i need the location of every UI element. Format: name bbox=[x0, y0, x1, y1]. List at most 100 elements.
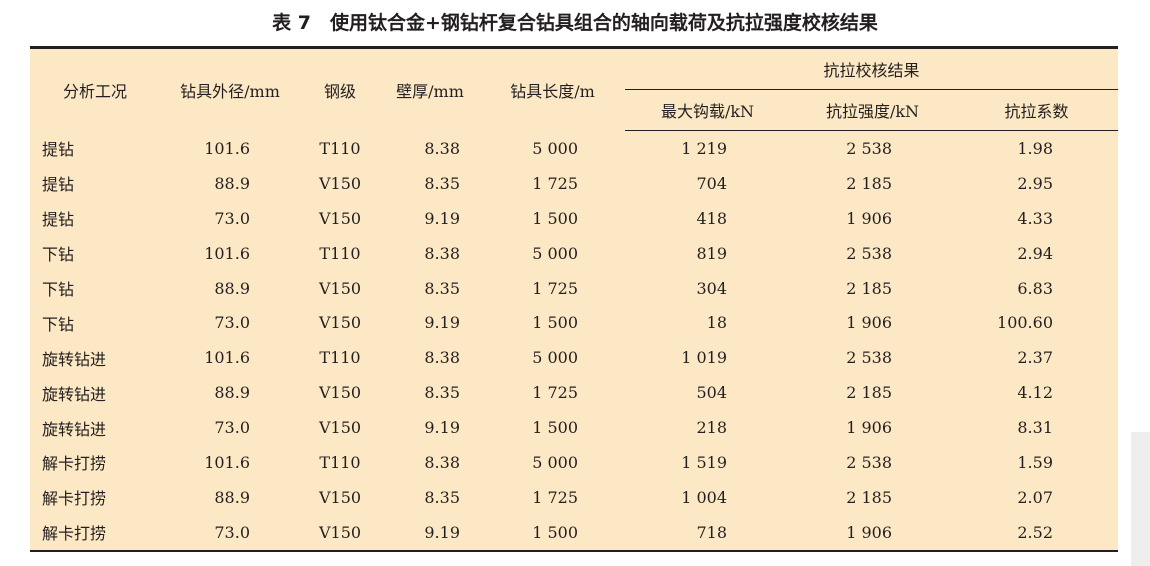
cell-strength: 1 906 bbox=[790, 514, 955, 552]
cell-wall: 8.38 bbox=[424, 452, 460, 472]
cell-wall: 8.38 bbox=[424, 138, 460, 158]
cell-hook: 504 bbox=[696, 383, 727, 403]
cell-case: 下钻 bbox=[42, 245, 75, 265]
cell-factor: 2.95 bbox=[1017, 173, 1053, 193]
cell-factor: 2.94 bbox=[1017, 243, 1053, 263]
cell-wall: 8.35 bbox=[424, 278, 460, 298]
cell-od: 88.9 bbox=[214, 383, 250, 403]
table-row: 下钻 73.0 V150 9.19 1 500 18 1 906 100.60 bbox=[30, 305, 1118, 340]
header-od: 钻具外径/mm bbox=[160, 46, 300, 131]
cell-wall: 9.19 bbox=[424, 208, 460, 228]
cell-length: 1 725 bbox=[532, 278, 578, 298]
cell-length: 5 000 bbox=[532, 348, 578, 368]
cell-hook: 718 bbox=[625, 514, 790, 552]
cell-grade: T110 bbox=[319, 138, 361, 158]
cell-od: 73.0 bbox=[214, 313, 250, 333]
cell-od: 101.6 bbox=[204, 138, 250, 158]
cell-wall: 9.19 bbox=[424, 313, 460, 333]
cell-hook: 819 bbox=[696, 243, 727, 263]
cell-case: 提钻 bbox=[42, 140, 75, 160]
cell-strength: 1 906 bbox=[846, 208, 892, 228]
cell-hook: 1 519 bbox=[681, 452, 727, 472]
cell-grade: T110 bbox=[319, 243, 361, 263]
cell-length: 5 000 bbox=[532, 452, 578, 472]
cell-grade: T110 bbox=[319, 348, 361, 368]
cell-grade: V150 bbox=[318, 487, 362, 507]
cell-wall: 9.19 bbox=[380, 514, 480, 552]
cell-length: 1 500 bbox=[532, 208, 578, 228]
cell-case: 旋转钻进 bbox=[42, 419, 107, 439]
cell-hook: 1 004 bbox=[681, 487, 727, 507]
cell-strength: 2 538 bbox=[846, 243, 892, 263]
table-row: 提钻 88.9 V150 8.35 1 725 704 2 185 2.95 bbox=[30, 166, 1118, 201]
cell-grade: V150 bbox=[318, 383, 362, 403]
cell-length: 1 725 bbox=[532, 383, 578, 403]
cell-factor: 8.31 bbox=[1017, 418, 1053, 438]
header-grade: 钢级 bbox=[300, 46, 380, 131]
cell-length: 5 000 bbox=[532, 243, 578, 263]
cell-od: 88.9 bbox=[214, 487, 250, 507]
cell-case: 解卡打捞 bbox=[42, 454, 107, 474]
cell-od: 73.0 bbox=[160, 514, 300, 552]
cell-grade: V150 bbox=[318, 418, 362, 438]
cell-case: 旋转钻进 bbox=[42, 349, 107, 369]
cell-length: 5 000 bbox=[532, 138, 578, 158]
header-group: 抗拉校核结果 bbox=[625, 46, 1118, 90]
cell-hook: 18 bbox=[706, 313, 727, 333]
cell-factor: 1.98 bbox=[1017, 138, 1053, 158]
cell-strength: 2 185 bbox=[846, 173, 892, 193]
cell-hook: 1 219 bbox=[681, 138, 727, 158]
cell-strength: 2 185 bbox=[846, 383, 892, 403]
header-case: 分析工况 bbox=[30, 46, 160, 131]
table-row: 下钻 101.6 T110 8.38 5 000 819 2 538 2.94 bbox=[30, 236, 1118, 271]
table-row: 旋转钻进 88.9 V150 8.35 1 725 504 2 185 4.12 bbox=[30, 375, 1118, 410]
cell-strength: 2 538 bbox=[846, 452, 892, 472]
cell-factor: 4.12 bbox=[1017, 383, 1053, 403]
cell-factor: 2.52 bbox=[955, 514, 1118, 552]
cell-od: 73.0 bbox=[214, 208, 250, 228]
cell-factor: 1.59 bbox=[1017, 452, 1053, 472]
cell-case: 下钻 bbox=[42, 314, 75, 334]
cell-wall: 8.38 bbox=[424, 243, 460, 263]
cell-strength: 2 185 bbox=[846, 278, 892, 298]
header-strength: 抗拉强度/kN bbox=[790, 89, 955, 131]
cell-case: 下钻 bbox=[42, 280, 75, 299]
cell-od: 73.0 bbox=[214, 418, 250, 438]
header-factor: 抗拉系数 bbox=[955, 89, 1118, 131]
header-hook: 最大钩载/kN bbox=[625, 89, 790, 131]
table-row: 旋转钻进 73.0 V150 9.19 1 500 218 1 906 8.31 bbox=[30, 410, 1118, 445]
cell-hook: 1 019 bbox=[681, 348, 727, 368]
cell-case: 解卡打捞 bbox=[30, 514, 160, 552]
cell-wall: 9.19 bbox=[424, 418, 460, 438]
cell-hook: 704 bbox=[696, 173, 727, 193]
cell-grade: V150 bbox=[318, 278, 362, 298]
cell-factor: 4.33 bbox=[1017, 208, 1053, 228]
cell-length: 1 500 bbox=[480, 514, 625, 552]
cell-od: 101.6 bbox=[204, 348, 250, 368]
cell-strength: 1 906 bbox=[846, 418, 892, 438]
cell-od: 88.9 bbox=[214, 278, 250, 298]
cell-case: 提钻 bbox=[42, 210, 75, 230]
cell-length: 1 725 bbox=[532, 173, 578, 193]
cell-factor: 2.07 bbox=[1017, 487, 1053, 507]
cell-case: 提钻 bbox=[42, 175, 75, 195]
cell-wall: 8.35 bbox=[424, 173, 460, 193]
cell-wall: 8.38 bbox=[424, 348, 460, 368]
table-row: 解卡打捞 101.6 T110 8.38 5 000 1 519 2 538 1.59 bbox=[30, 445, 1118, 480]
cell-wall: 8.35 bbox=[424, 487, 460, 507]
cell-wall: 8.35 bbox=[424, 383, 460, 403]
table-row: 旋转钻进 101.6 T110 8.38 5 000 1 019 2 538 2.37 bbox=[30, 340, 1118, 375]
cell-od: 88.9 bbox=[214, 173, 250, 193]
table-row: 下钻 88.9 V150 8.35 1 725 304 2 185 6.83 bbox=[30, 271, 1118, 306]
header-length: 钻具长度/m bbox=[480, 46, 625, 131]
cell-strength: 2 538 bbox=[846, 348, 892, 368]
cell-length: 1 500 bbox=[532, 313, 578, 333]
cell-length: 1 725 bbox=[532, 487, 578, 507]
page-edge bbox=[1131, 432, 1150, 566]
cell-factor: 2.37 bbox=[1017, 348, 1053, 368]
cell-od: 101.6 bbox=[204, 452, 250, 472]
header-wall: 壁厚/mm bbox=[380, 46, 480, 131]
table-title: 表 7 使用钛合金+钢钻杆复合钻具组合的轴向载荷及抗拉强度校核结果 bbox=[272, 12, 878, 34]
cell-case: 旋转钻进 bbox=[42, 384, 107, 404]
results-table: 分析工况 钻具外径/mm 钢级 壁厚/mm 钻具长度/m 抗拉校核结果 最大钩载… bbox=[30, 46, 1118, 552]
